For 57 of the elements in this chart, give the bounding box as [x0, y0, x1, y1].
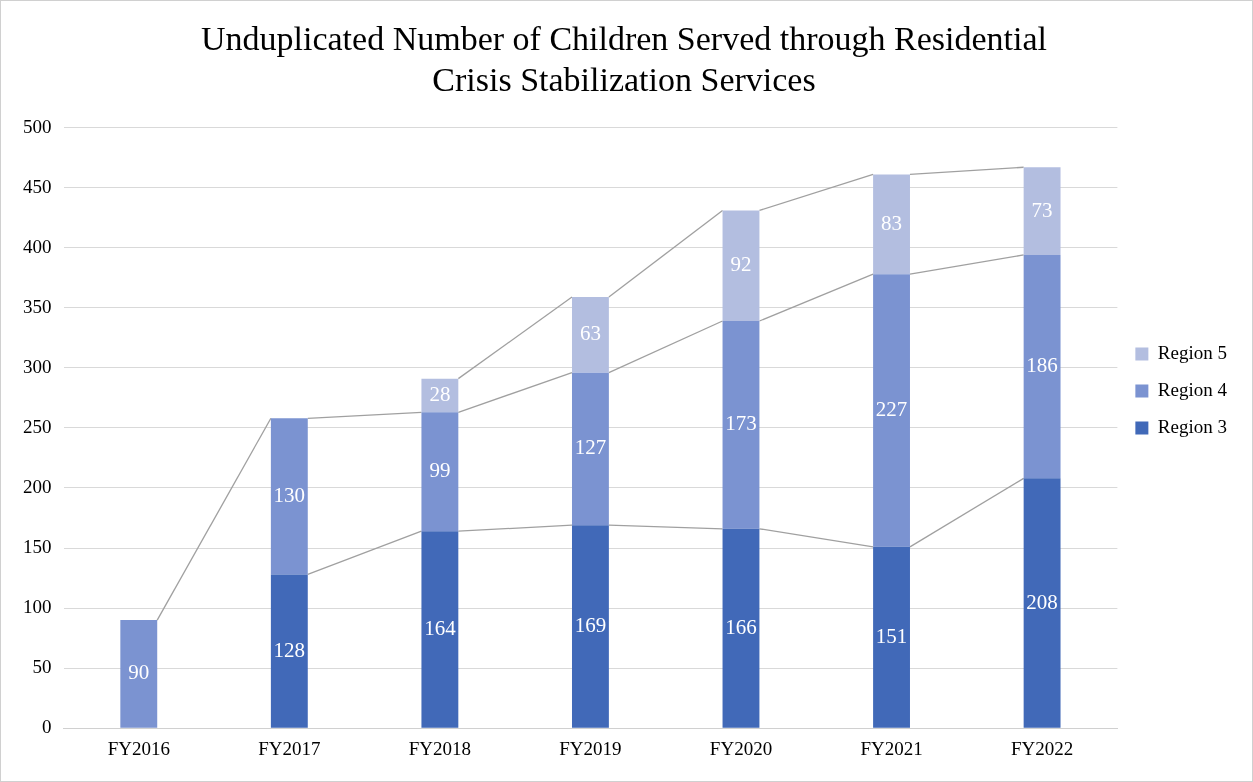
data-label: 208 — [1026, 589, 1058, 614]
bar — [1023, 167, 1061, 255]
x-tick-label: FY2016 — [107, 737, 170, 759]
x-tick-label: FY2018 — [408, 737, 472, 759]
y-tick-label: 50 — [32, 656, 52, 678]
bar — [571, 525, 609, 728]
data-label: 169 — [574, 612, 607, 637]
data-label: 173 — [725, 411, 757, 436]
legend-label: Region 4 — [1157, 378, 1228, 400]
y-tick-label: 150 — [23, 536, 52, 557]
chart-title: Unduplicated Number of Children Served through Residential Crisis Stabilization Services — [200, 20, 1048, 99]
bar — [421, 412, 459, 532]
data-label: 227 — [875, 397, 908, 421]
bar — [270, 418, 308, 575]
y-tick-label: 250 — [23, 415, 52, 437]
y-tick-label: 400 — [23, 235, 52, 257]
data-label: 151 — [875, 623, 908, 648]
y-tick-label: 350 — [23, 295, 52, 317]
bar — [1023, 478, 1061, 728]
data-label: 128 — [273, 637, 306, 662]
data-label: 99 — [429, 458, 451, 483]
x-tick-label: FY2017 — [258, 737, 321, 759]
bar — [421, 531, 459, 728]
bar — [873, 546, 910, 728]
bar — [722, 528, 760, 728]
bar — [120, 620, 158, 728]
data-label: 127 — [574, 435, 607, 460]
data-label: 28 — [429, 381, 451, 406]
y-tick-label: 200 — [23, 475, 52, 497]
data-label: 92 — [730, 252, 752, 277]
legend-label: Region 3 — [1157, 415, 1228, 437]
y-tick-label: 0 — [42, 716, 52, 738]
bar — [722, 320, 760, 529]
bar — [873, 174, 910, 275]
bar — [571, 372, 609, 526]
data-label: 130 — [273, 482, 306, 507]
x-tick-label: FY2022 — [1010, 737, 1074, 759]
x-tick-label: FY2021 — [860, 737, 923, 759]
x-tick-label: FY2019 — [559, 737, 622, 759]
data-label: 63 — [579, 321, 601, 346]
y-tick-label: 100 — [23, 596, 52, 618]
bar — [722, 210, 760, 321]
bar — [571, 296, 609, 373]
data-label: 166 — [725, 614, 757, 639]
data-label: 90 — [128, 660, 150, 685]
legend-label: Region 5 — [1157, 341, 1228, 363]
bar — [270, 574, 308, 728]
y-tick-label: 450 — [23, 175, 52, 197]
data-label: 83 — [881, 210, 903, 235]
y-tick-label: 500 — [23, 115, 52, 137]
bar — [1023, 254, 1061, 479]
data-label: 164 — [424, 615, 457, 640]
data-label: 73 — [1031, 197, 1053, 222]
x-tick-label: FY2020 — [709, 737, 773, 759]
y-tick-label: 300 — [23, 355, 52, 377]
data-label: 186 — [1026, 353, 1058, 378]
bar — [873, 274, 910, 547]
